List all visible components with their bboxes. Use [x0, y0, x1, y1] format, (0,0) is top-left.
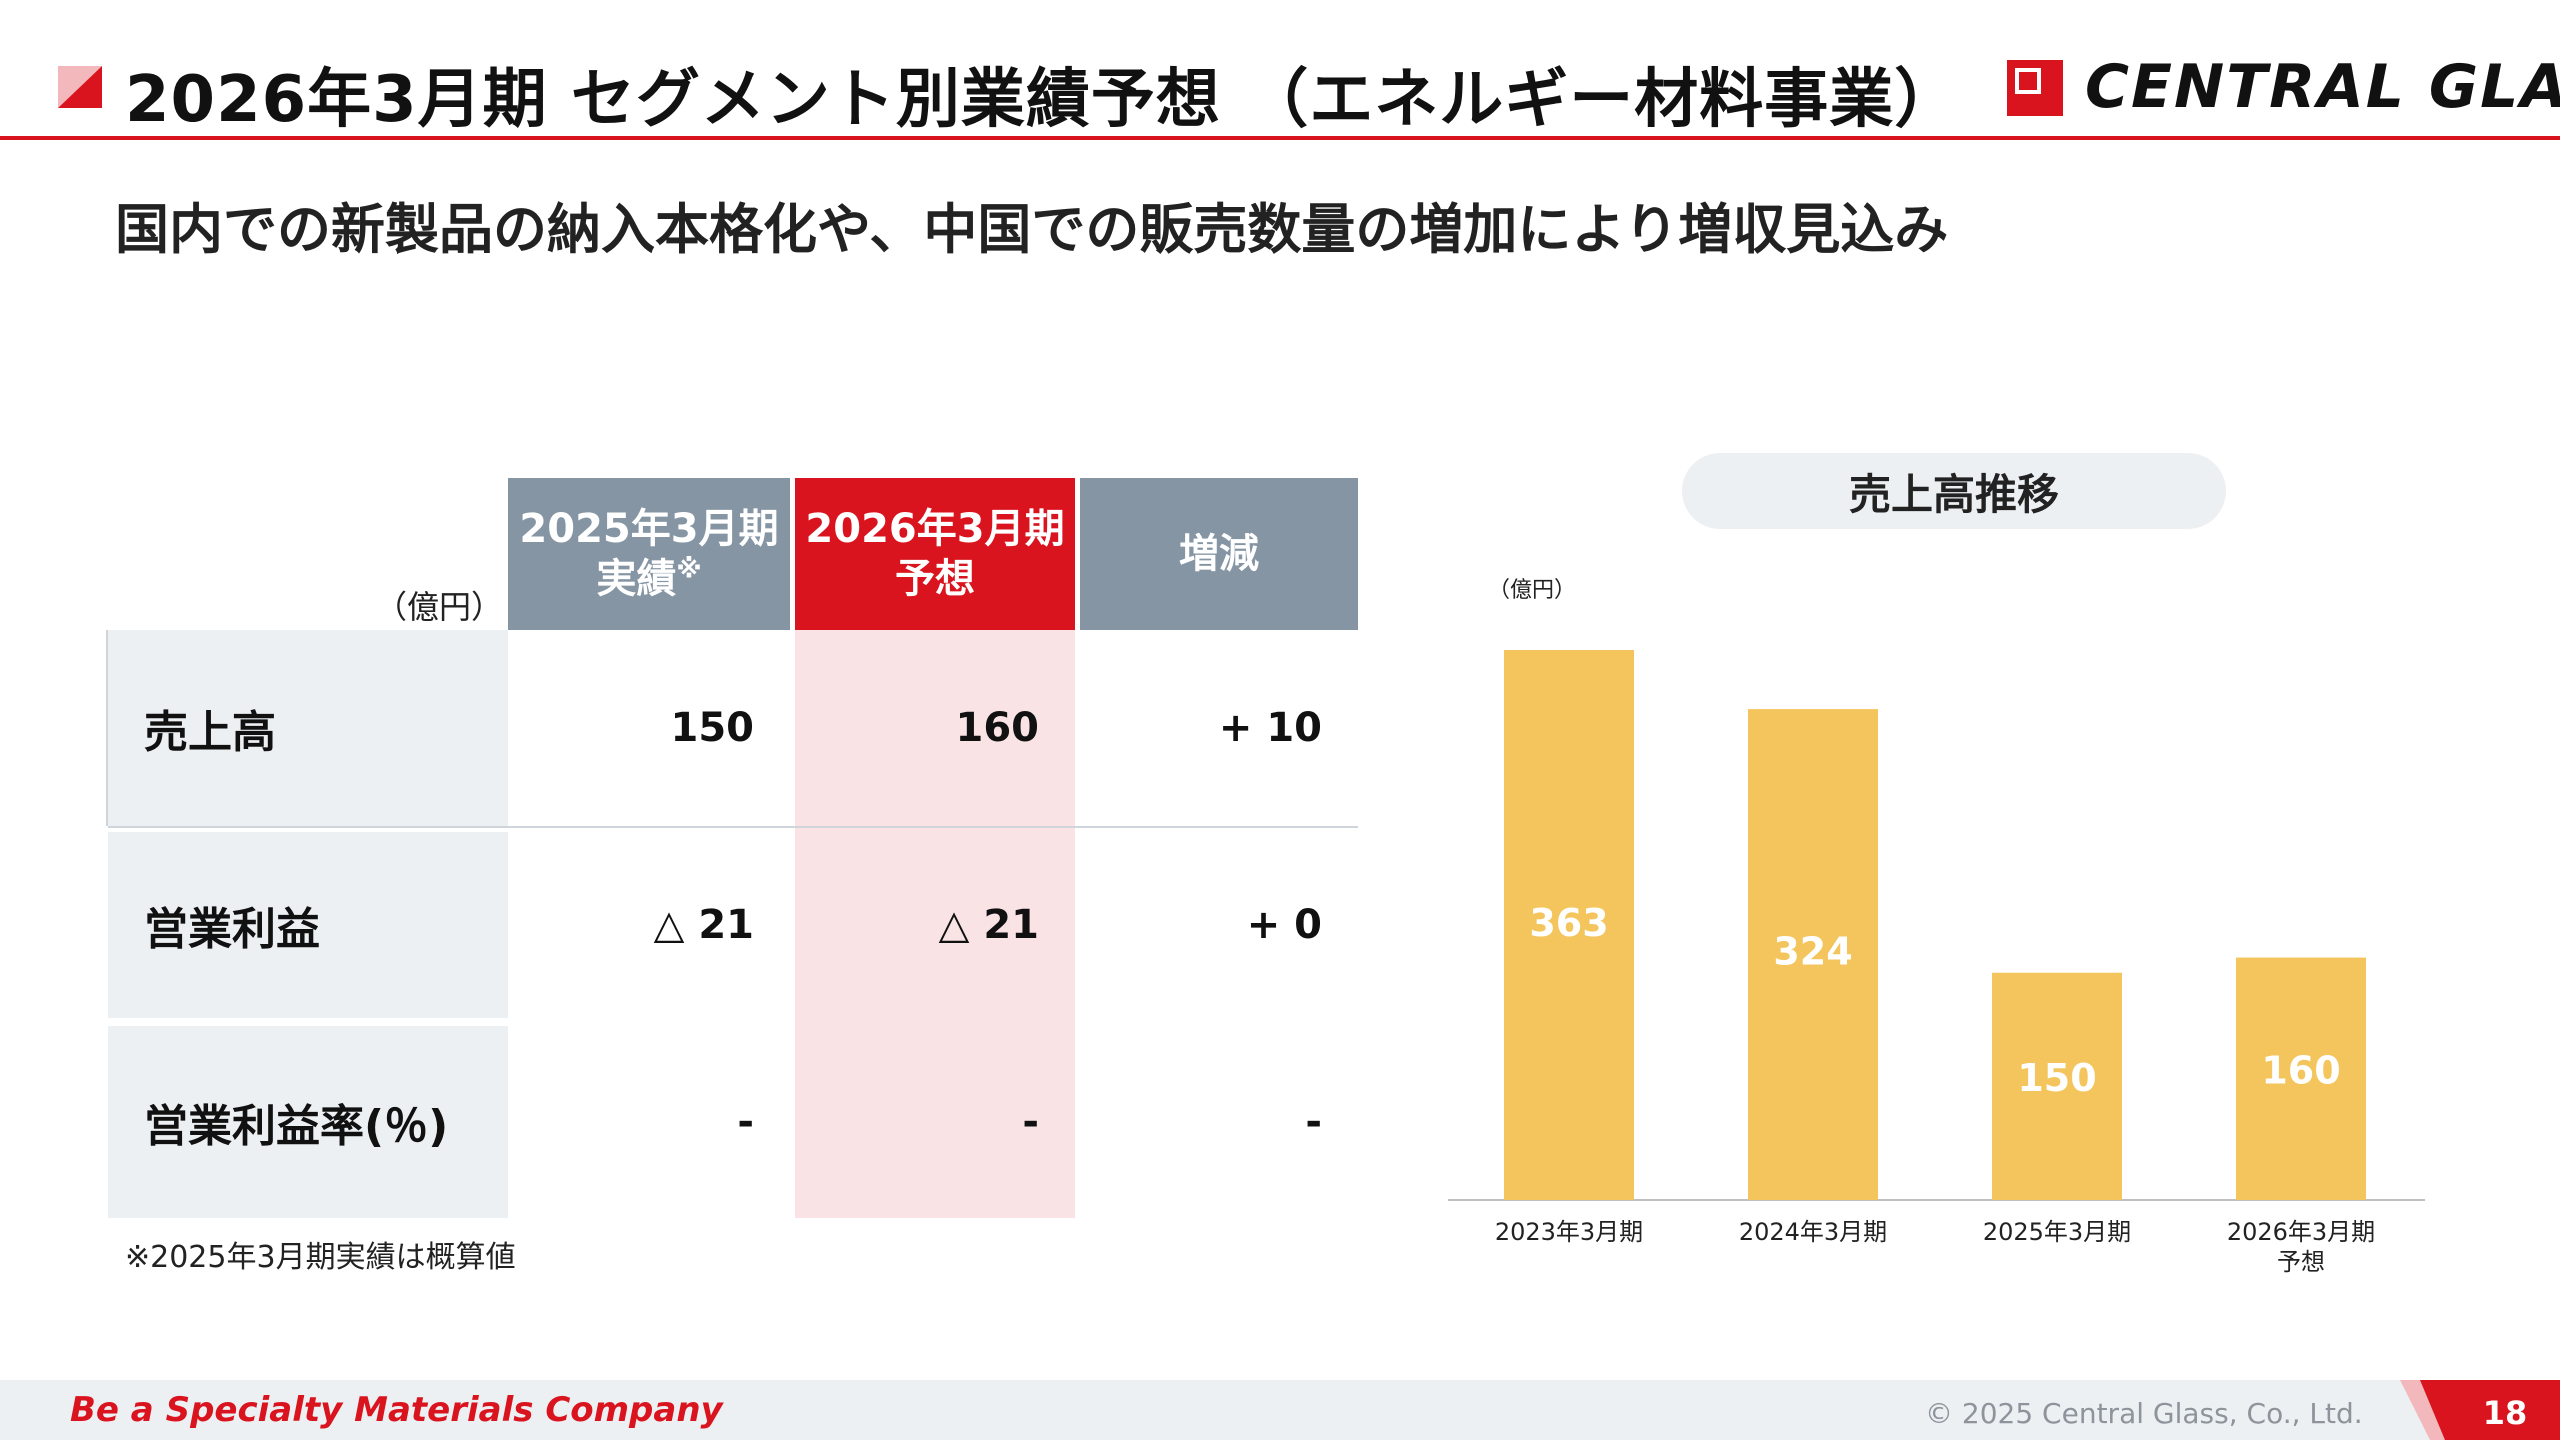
chart-bar — [1748, 709, 1878, 1200]
column-header-line1: 2025年3月期 — [519, 506, 779, 552]
cell-operating-margin-diff: - — [1305, 1099, 1322, 1145]
chart-bar — [2236, 957, 2366, 1200]
chart-category-label: 2024年3月期 — [1739, 1218, 1887, 1246]
cell-operating-income-fcst: △ 21 — [938, 902, 1039, 948]
chart-category-label: 2025年3月期 — [1983, 1218, 2131, 1246]
chart-data-label: 324 — [1773, 929, 1852, 973]
column-header-change: 増減 — [1080, 478, 1358, 630]
table-footnote: ※2025年3月期実績は概算値 — [125, 1240, 516, 1275]
chart-category-label: 予想 — [2277, 1248, 2325, 1276]
slide-subtitle: 国内での新製品の納入本格化や、中国での販売数量の増加により増収見込み — [115, 198, 1949, 261]
cell-operating-income-diff: + 0 — [1246, 902, 1322, 948]
chart-bar — [1992, 972, 2122, 1200]
cell-net-sales-fcst: 160 — [955, 705, 1040, 751]
row-label-operating-income: 営業利益 — [108, 832, 508, 1018]
column-header-fy2025-actual: 2025年3月期 実績※ — [508, 478, 790, 630]
column-header-line1: 2026年3月期 — [805, 506, 1065, 552]
page-title: 2026年3月期 セグメント別業績予想 （エネルギー材料事業） — [125, 63, 1960, 137]
column-header-change-label: 増減 — [1179, 531, 1259, 577]
cell-operating-margin-prev: - — [737, 1099, 754, 1145]
page-number-tab — [2400, 1380, 2560, 1440]
footer-bar — [0, 1380, 2560, 1440]
chart-data-label: 150 — [2017, 1056, 2096, 1100]
page-number: 18 — [2482, 1394, 2528, 1432]
forecast-column-highlight — [795, 630, 1075, 1218]
cell-operating-income-prev: △ 21 — [653, 902, 754, 948]
chart-category-label: 2026年3月期 — [2227, 1218, 2375, 1246]
footnote-mark: ※ — [676, 554, 702, 585]
chart-unit-label: （億円） — [1488, 578, 1577, 603]
chart-bar — [1504, 650, 1634, 1200]
company-logo-text: CENTRAL GLASS — [2085, 52, 2560, 122]
cell-operating-margin-fcst: - — [1022, 1099, 1039, 1145]
chart-data-label: 160 — [2261, 1049, 2340, 1093]
chart-title: 売上高推移 — [1682, 453, 2226, 529]
row-left-border — [106, 630, 108, 826]
cell-net-sales-prev: 150 — [670, 705, 755, 751]
column-header-line2: 予想 — [895, 556, 975, 602]
footer-copyright: © 2025 Central Glass, Co., Ltd. — [1925, 1397, 2363, 1430]
footer-slogan: Be a Specialty Materials Company — [70, 1390, 723, 1430]
table-unit-label: （億円） — [375, 588, 504, 626]
chart-category-label: 2023年3月期 — [1495, 1218, 1643, 1246]
column-header-line2: 実績※ — [596, 554, 701, 604]
header-divider — [0, 136, 2560, 140]
column-header-fy2026-forecast: 2026年3月期 予想 — [795, 478, 1075, 630]
row-label-operating-margin: 営業利益率(％) — [108, 1026, 508, 1218]
column-header-actual-label: 実績 — [596, 556, 677, 602]
row-divider — [108, 826, 1358, 828]
central-glass-logo-icon — [2007, 60, 2063, 116]
chart-data-label: 363 — [1529, 901, 1608, 945]
title-marker-icon — [58, 66, 102, 108]
row-label-net-sales: 売上高 — [108, 630, 508, 826]
cell-net-sales-diff: + 10 — [1218, 705, 1322, 751]
